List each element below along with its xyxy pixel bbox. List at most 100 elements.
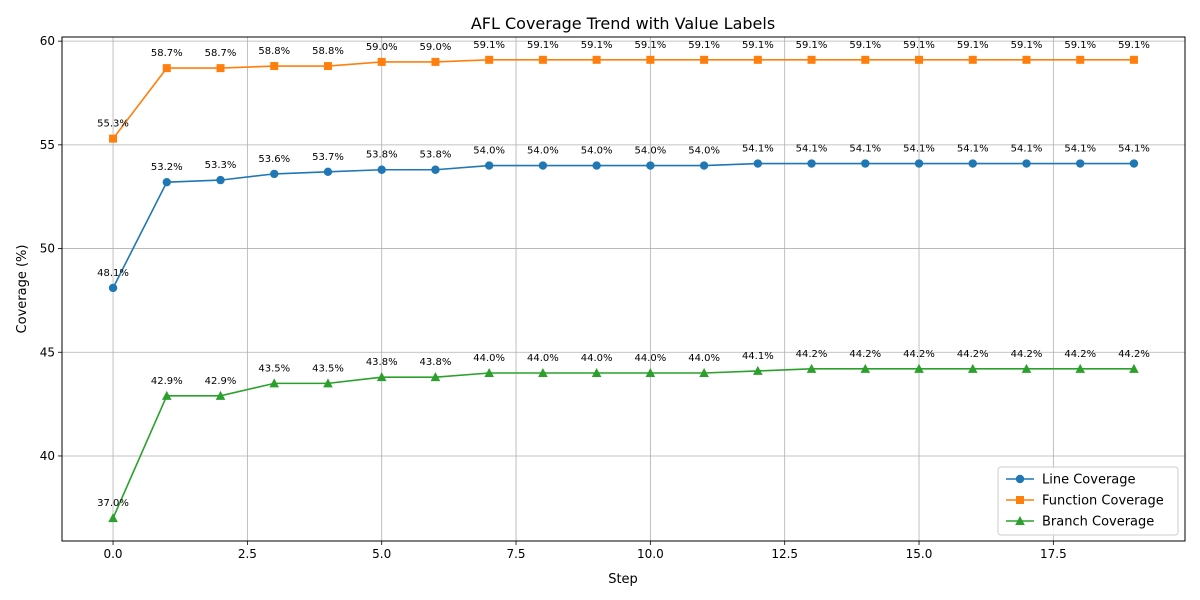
branch-coverage-point xyxy=(591,368,602,377)
legend-label: Branch Coverage xyxy=(1042,515,1154,530)
line-coverage-value-label: 54.1% xyxy=(849,144,881,155)
x-tick-label: 17.5 xyxy=(1040,547,1067,561)
function-coverage-value-label: 55.3% xyxy=(97,119,129,130)
line-coverage-value-label: 53.2% xyxy=(151,162,183,173)
branch-coverage-value-label: 44.2% xyxy=(1011,349,1043,360)
function-coverage-point xyxy=(646,55,655,64)
branch-coverage-value-label: 44.2% xyxy=(957,349,989,360)
branch-coverage-point xyxy=(699,368,709,377)
line-coverage-point xyxy=(753,159,763,168)
function-coverage-value-label: 59.1% xyxy=(1118,40,1150,51)
branch-coverage-value-label: 44.0% xyxy=(473,353,505,364)
function-coverage-point xyxy=(109,134,118,143)
axis-ticks: 0.0 2.5 5.0 7.5 10.0 12.5 15.0 17.5 40 45 50 55 60 xyxy=(40,34,1067,561)
branch-coverage-value-label: 43.5% xyxy=(258,363,290,374)
branch-coverage-value-label: 44.1% xyxy=(742,351,774,362)
line-coverage-value-label: 53.7% xyxy=(312,152,344,163)
data-labels: 48.1% 53.2% 53.3% 53.6% 53.7% 53.8% 53.8% 54.0%… xyxy=(97,40,1150,509)
x-axis-label: Step xyxy=(608,572,638,587)
line-coverage-point xyxy=(431,165,440,174)
branch-coverage-point xyxy=(1075,363,1086,373)
line-coverage-point xyxy=(108,283,118,293)
line-coverage-value-label: 48.1% xyxy=(97,268,129,279)
branch-coverage-value-label: 44.2% xyxy=(796,349,828,360)
line-coverage-point xyxy=(968,159,977,168)
function-coverage-value-label: 58.7% xyxy=(151,48,183,59)
x-tick-label: 7.5 xyxy=(506,547,525,561)
function-coverage-series xyxy=(109,55,1138,143)
branch-coverage-value-label: 44.2% xyxy=(1118,349,1150,360)
line-coverage-value-label: 54.1% xyxy=(1011,144,1043,155)
y-tick-label: 60 xyxy=(40,34,55,48)
function-coverage-value-label: 59.1% xyxy=(527,40,559,51)
legend: Line Coverage Function Coverage Branch Cov… xyxy=(997,466,1179,536)
function-coverage-point xyxy=(700,55,709,64)
function-coverage-value-label: 59.1% xyxy=(903,40,935,51)
function-coverage-value-label: 58.8% xyxy=(312,46,344,57)
y-tick-label: 50 xyxy=(40,242,55,256)
legend-label: Line Coverage xyxy=(1042,473,1136,488)
branch-coverage-value-label: 43.5% xyxy=(312,363,344,374)
line-coverage-value-label: 54.0% xyxy=(527,146,559,157)
branch-coverage-point xyxy=(269,378,280,388)
line-coverage-value-label: 54.1% xyxy=(742,144,774,155)
function-coverage-point xyxy=(216,64,225,73)
branch-coverage-point xyxy=(1129,363,1139,373)
line-coverage-point xyxy=(484,161,494,170)
branch-coverage-point xyxy=(161,390,172,400)
series-layer xyxy=(108,55,1139,523)
branch-coverage-point xyxy=(806,363,817,373)
function-coverage-value-label: 59.1% xyxy=(688,40,720,51)
line-coverage-value-label: 53.8% xyxy=(420,150,452,161)
branch-coverage-point xyxy=(430,372,441,382)
x-tick-label: 2.5 xyxy=(238,547,257,561)
line-coverage-point xyxy=(323,167,333,177)
line-coverage-point xyxy=(1022,159,1031,168)
function-coverage-point xyxy=(968,55,977,64)
function-coverage-value-label: 59.1% xyxy=(742,40,774,51)
plot-area-frame xyxy=(61,36,1186,542)
function-coverage-value-label: 59.1% xyxy=(1064,40,1096,51)
line-coverage-value-label: 54.0% xyxy=(688,146,720,157)
branch-coverage-value-label: 42.9% xyxy=(205,376,237,387)
branch-coverage-point xyxy=(484,368,494,377)
y-tick-label: 40 xyxy=(40,449,55,463)
line-coverage-point xyxy=(914,159,924,168)
legend-marker xyxy=(1015,516,1025,525)
branch-coverage-point xyxy=(215,390,226,400)
branch-coverage-value-label: 44.2% xyxy=(849,349,881,360)
branch-coverage-value-label: 44.2% xyxy=(1064,349,1096,360)
branch-coverage-line xyxy=(112,368,1134,519)
function-coverage-point xyxy=(1022,55,1031,64)
branch-coverage-value-label: 44.0% xyxy=(581,353,613,364)
legend-marker xyxy=(1016,496,1024,504)
line-coverage-value-label: 53.3% xyxy=(205,160,237,171)
line-coverage-line xyxy=(112,162,1134,289)
branch-coverage-point xyxy=(108,513,118,523)
line-coverage-point xyxy=(699,161,709,170)
function-coverage-point xyxy=(915,55,924,64)
function-coverage-point xyxy=(592,55,601,64)
line-coverage-point xyxy=(270,169,279,179)
line-coverage-value-label: 53.6% xyxy=(258,154,290,165)
function-coverage-point xyxy=(861,55,870,64)
chart-title: AFL Coverage Trend with Value Labels xyxy=(471,14,775,33)
x-tick-label: 15.0 xyxy=(906,547,933,561)
line-coverage-point xyxy=(216,175,225,185)
line-coverage-point xyxy=(592,161,601,170)
function-coverage-point xyxy=(807,55,816,64)
branch-coverage-value-label: 44.2% xyxy=(903,349,935,360)
grid-lines xyxy=(62,37,1185,541)
function-coverage-value-label: 59.1% xyxy=(581,40,613,51)
x-tick-label: 12.5 xyxy=(771,547,798,561)
line-coverage-point xyxy=(861,159,870,168)
legend-entry-branch-coverage: Branch Coverage xyxy=(1006,515,1154,530)
function-coverage-value-label: 59.0% xyxy=(366,42,398,53)
x-tick-label: 10.0 xyxy=(637,547,664,561)
line-coverage-point xyxy=(538,161,548,170)
function-coverage-point xyxy=(1076,55,1085,64)
branch-coverage-point xyxy=(753,365,763,375)
branch-coverage-point xyxy=(1021,363,1032,373)
function-coverage-point xyxy=(538,55,547,64)
